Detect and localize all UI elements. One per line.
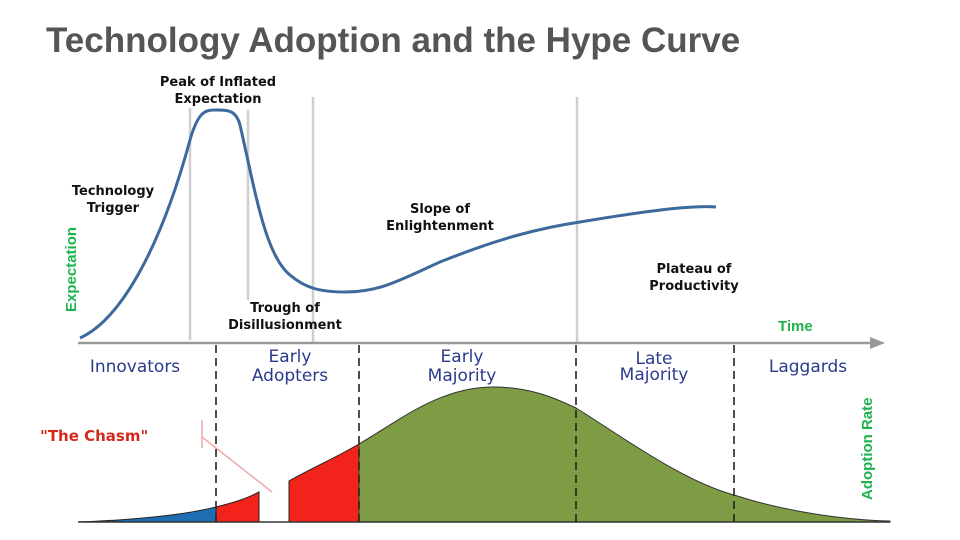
- label-trough: Trough of Disillusionment: [228, 301, 342, 333]
- majority-laggards-area: [358, 386, 891, 523]
- adoption-rate-label: Adoption Rate: [859, 398, 876, 501]
- innovators-area: [77, 506, 217, 523]
- early-adopters-area-right: [288, 443, 360, 523]
- label-slope: Slope of Enlightenment: [386, 202, 494, 234]
- x-axis-label: Time: [778, 318, 813, 335]
- segment-dividers: [215, 345, 735, 525]
- label-technology-trigger: Technology Trigger: [72, 184, 155, 216]
- label-plateau: Plateau of Productivity: [649, 262, 739, 294]
- early-adopters-area-left: [215, 491, 260, 523]
- chasm-pointer: [201, 436, 273, 493]
- label-peak: Peak of Inflated Expectation: [160, 75, 276, 107]
- page-title: Technology Adoption and the Hype Curve: [46, 21, 740, 60]
- y-axis-label: Expectation: [63, 227, 80, 312]
- segment-innovators: Innovators: [90, 357, 180, 377]
- axis-arrow-icon: [870, 337, 885, 349]
- segment-late-majority: Late Majority: [620, 349, 689, 385]
- hype-curve: [79, 108, 717, 340]
- chasm-label: "The Chasm": [40, 427, 148, 445]
- phase-dividers: [188, 97, 579, 343]
- segment-laggards: Laggards: [769, 357, 847, 377]
- segment-early-adopters: Early Adopters: [252, 347, 328, 386]
- segment-early-majority: Early Majority: [428, 347, 497, 386]
